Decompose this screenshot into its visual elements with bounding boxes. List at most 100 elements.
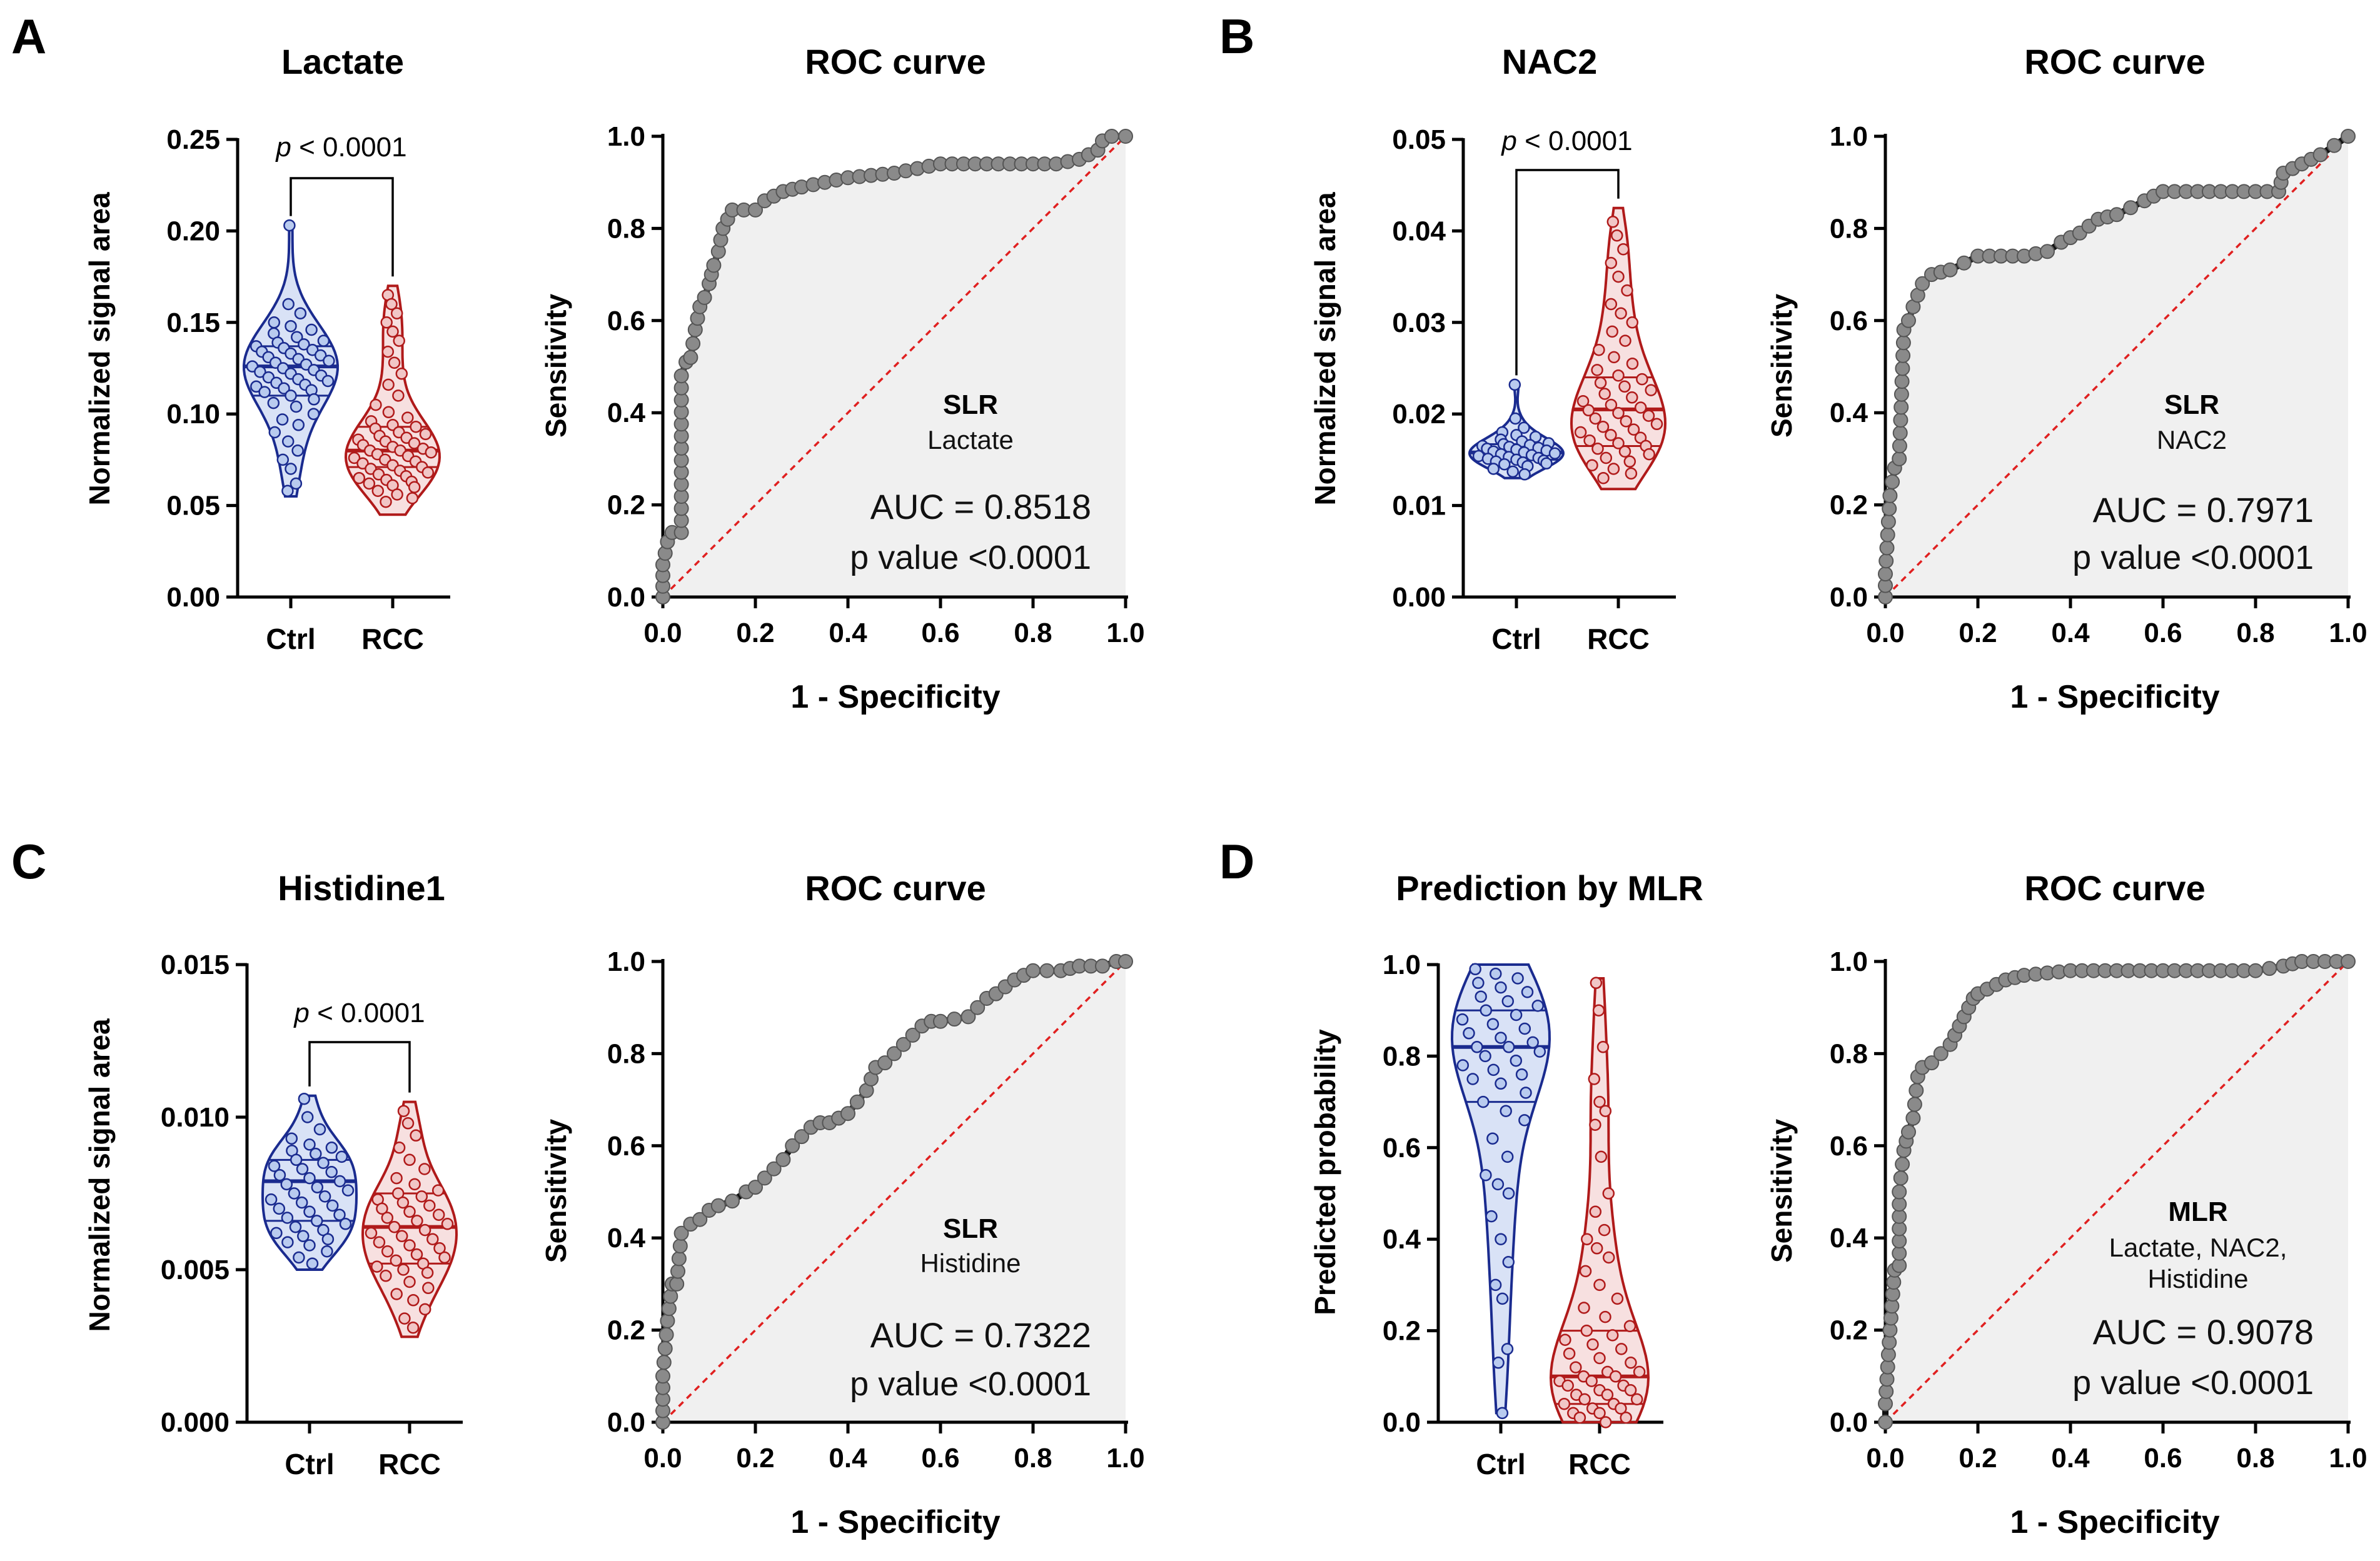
x-tick-label: 1.0: [1106, 1443, 1144, 1473]
data-point: [1592, 1004, 1605, 1016]
y-tick-label: 0.4: [1383, 1224, 1421, 1255]
data-point: [1531, 1000, 1544, 1012]
roc-model-a: SLR: [943, 389, 998, 420]
roc-chart-b: 0.0 0.0 0.2 0.2 0.4 0.4 0.6 0.6 0.8 0.8 1.0 1.0: [1830, 121, 2367, 648]
data-point: [1487, 1063, 1500, 1077]
data-point: [1578, 1302, 1590, 1314]
data-point: [376, 1202, 388, 1215]
y-tick-label: 0.2: [1830, 1315, 1868, 1346]
x-tick-label: 0.4: [2051, 1443, 2090, 1473]
panel-a: A Lactate Normalized signal area 0.000.0…: [11, 9, 1145, 715]
roc-point: [775, 1152, 791, 1167]
roc-ylabel-c: Sensitivity: [540, 1119, 572, 1263]
data-point: [285, 463, 297, 475]
data-point: [290, 400, 303, 413]
roc-point: [2312, 147, 2328, 163]
data-point: [1561, 1379, 1574, 1392]
roc-point: [673, 1225, 689, 1241]
data-point: [268, 426, 281, 439]
roc-point: [2040, 244, 2055, 259]
data-point: [1574, 426, 1587, 439]
data-point: [403, 1205, 416, 1218]
data-point: [1471, 1041, 1483, 1053]
data-point: [291, 444, 304, 457]
significance-bracket: [308, 1041, 411, 1093]
y-tick-label: 0.0: [1830, 1407, 1868, 1438]
data-point: [348, 451, 361, 464]
x-tick-label: 0.4: [829, 618, 867, 648]
data-point: [290, 1153, 303, 1167]
roc-model-vars-a: Lactate: [927, 425, 1014, 454]
data-point: [276, 413, 289, 426]
significance-label-b: p < 0.0001: [1500, 126, 1632, 156]
data-point: [1589, 412, 1601, 425]
data-point: [1625, 467, 1638, 480]
data-point: [411, 1215, 423, 1227]
data-point: [410, 1248, 423, 1261]
data-point: [1593, 1352, 1606, 1365]
roc-point: [672, 1238, 688, 1254]
y-tick-label: 0.2: [607, 490, 645, 521]
roc-chart-d: 0.0 0.0 0.2 0.2 0.4 0.4 0.6 0.6 0.8 0.8 1.0 1.0: [1830, 946, 2367, 1473]
data-point: [1581, 1233, 1593, 1245]
data-point: [310, 1147, 322, 1160]
data-point: [313, 1123, 326, 1136]
data-point: [1615, 307, 1627, 319]
y-tick-label: 0.0: [1830, 582, 1868, 613]
significance-bracket: [1515, 169, 1620, 376]
data-point: [1626, 316, 1639, 329]
data-point: [1636, 373, 1648, 386]
data-point: [1479, 1050, 1491, 1063]
roc-point: [947, 1011, 962, 1027]
reference-diagonal: [1884, 960, 2349, 1423]
panel-label-d: D: [1219, 834, 1254, 889]
roc-point: [1924, 1055, 1939, 1071]
data-point: [1518, 1114, 1531, 1127]
data-point: [1601, 1388, 1614, 1401]
data-point: [408, 481, 421, 494]
data-point: [1590, 976, 1603, 990]
roc-point: [658, 1327, 674, 1342]
roc-point: [1893, 1170, 1909, 1186]
data-point: [1500, 1105, 1512, 1117]
x-tick-label: 0.2: [1959, 1443, 1997, 1473]
data-point: [381, 345, 395, 358]
data-point: [1578, 1393, 1591, 1406]
roc-point: [1915, 276, 1930, 291]
data-point: [303, 1205, 316, 1218]
data-point: [325, 1166, 338, 1178]
data-point: [1605, 256, 1618, 269]
data-point: [1511, 972, 1524, 985]
roc-point: [970, 1000, 986, 1015]
data-point: [391, 488, 403, 501]
roc-point: [933, 1013, 948, 1029]
data-point: [1621, 284, 1633, 297]
data-point: [1599, 1310, 1611, 1323]
x-tick-label: 0.6: [2144, 618, 2182, 648]
data-point: [1579, 1265, 1592, 1278]
data-point: [321, 1245, 333, 1258]
roc-point: [1892, 451, 1907, 466]
data-point: [1583, 434, 1596, 447]
data-point: [1602, 1251, 1615, 1264]
y-tick-label: 0.2: [1830, 490, 1868, 521]
panel-label-a: A: [11, 9, 46, 64]
roc-point: [1909, 1083, 1924, 1098]
data-point: [1510, 1054, 1523, 1067]
roc-point: [2123, 200, 2139, 216]
data-point: [1599, 1416, 1612, 1428]
data-point: [341, 1184, 355, 1197]
roc-title-c: ROC curve: [805, 868, 986, 908]
data-point: [425, 446, 438, 459]
panel-label-c: C: [11, 834, 46, 889]
y-tick-label: 0.015: [161, 950, 229, 980]
data-point: [1615, 1343, 1628, 1355]
data-point: [419, 428, 432, 441]
x-tick-label: 0.6: [921, 1443, 959, 1473]
violin-ylabel-d: Predicted probability: [1309, 1029, 1341, 1315]
y-tick-label: 0.6: [607, 306, 645, 336]
roc-point: [1878, 553, 1894, 569]
data-point: [290, 477, 303, 490]
y-tick-label: 0.25: [166, 124, 220, 155]
roc-ylabel-d: Sensitivity: [1765, 1119, 1798, 1263]
